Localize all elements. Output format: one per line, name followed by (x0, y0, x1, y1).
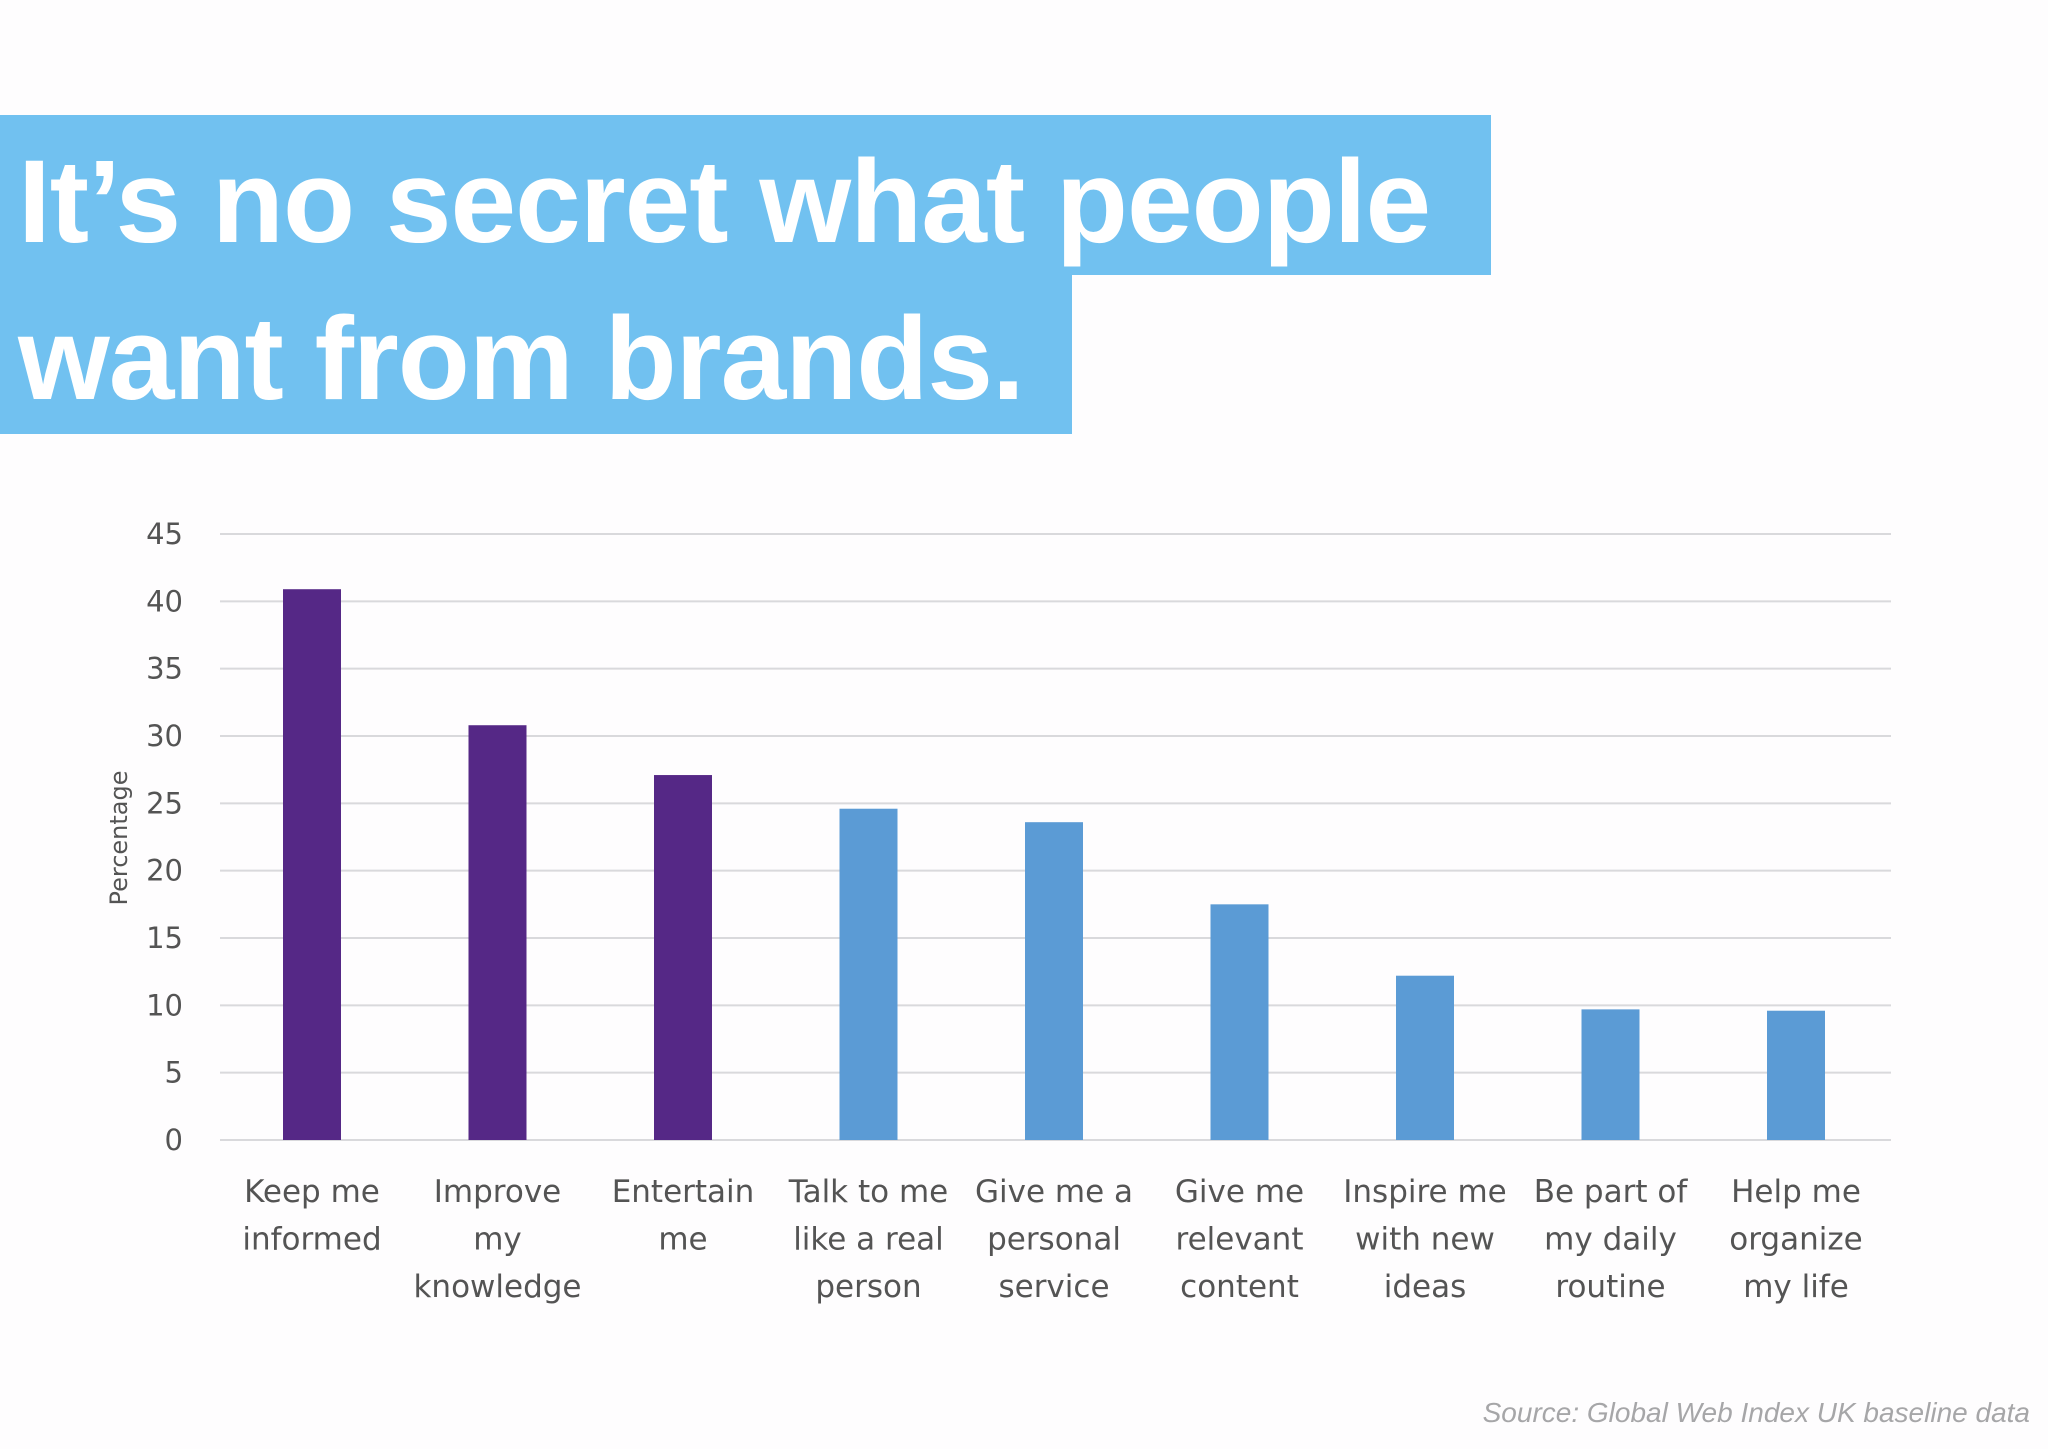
x-axis-label-line: me (658, 1222, 707, 1258)
bar (839, 808, 898, 1140)
x-axis-label-line: my (473, 1222, 522, 1258)
x-axis-label-line: Give me (1175, 1174, 1304, 1210)
bars (283, 589, 1825, 1140)
x-axis-label: Entertain me (612, 1174, 755, 1258)
x-axis-label-line: Keep me (244, 1174, 380, 1210)
x-axis-label-line: Improve (434, 1174, 561, 1210)
bar (468, 725, 527, 1140)
bar (1025, 822, 1083, 1140)
title-highlight-line-1 (0, 115, 1491, 275)
title-highlight-line-2 (0, 274, 1072, 434)
bar (1210, 904, 1269, 1140)
x-axis-label-line: content (1180, 1269, 1299, 1305)
x-axis-label: Be part of my daily routine (1534, 1174, 1689, 1305)
y-tick-label: 20 (146, 854, 183, 888)
bar (654, 775, 712, 1140)
x-axis-label: Help me organize my life (1729, 1174, 1862, 1305)
source-note: Source: Global Web Index UK baseline dat… (1482, 1397, 2030, 1428)
x-axis-label-line: informed (242, 1222, 381, 1258)
x-axis-label-line: organize (1729, 1222, 1862, 1258)
y-tick-label: 35 (146, 652, 183, 686)
x-axis-label-line: knowledge (413, 1269, 581, 1305)
bar (283, 589, 341, 1140)
x-axis-labels: Keep me informed Improve my knowledge Enterta… (242, 1174, 1862, 1305)
x-axis-label: Give me relevant content (1175, 1174, 1304, 1305)
x-axis-label-line: with new (1355, 1222, 1495, 1258)
page-title-line-1: It’s no secret what people (18, 136, 1431, 268)
x-axis-label-line: Inspire me (1343, 1174, 1507, 1210)
x-axis-label: Improve my knowledge (413, 1174, 581, 1305)
y-tick-label: 15 (146, 921, 183, 955)
y-axis-ticks: 0 5 10 15 20 25 30 35 40 45 (146, 517, 183, 1157)
y-axis-label: Percentage (105, 770, 133, 905)
x-axis-label-line: my life (1743, 1269, 1849, 1305)
y-tick-label: 5 (165, 1056, 183, 1090)
x-axis-label-line: Help me (1731, 1174, 1861, 1210)
y-tick-label: 25 (146, 786, 183, 820)
x-axis-label-line: relevant (1176, 1222, 1304, 1258)
x-axis-label-line: Entertain (612, 1174, 755, 1210)
x-axis-label-line: ideas (1384, 1269, 1467, 1305)
x-axis-label-line: service (998, 1269, 1109, 1305)
y-tick-label: 0 (165, 1123, 183, 1157)
page-title-line-2: want from brands. (18, 293, 1025, 425)
y-tick-label: 40 (146, 584, 183, 618)
bar (1767, 1010, 1825, 1140)
x-axis-label-line: routine (1555, 1269, 1665, 1305)
x-axis-label-line: person (815, 1269, 921, 1305)
x-axis-label-line: Talk to me (788, 1174, 948, 1210)
x-axis-label-line: Give me a (975, 1174, 1133, 1210)
x-axis-label: Keep me informed (242, 1174, 381, 1258)
bar (1396, 975, 1454, 1140)
x-axis-label-line: Be part of (1534, 1174, 1689, 1210)
x-axis-label-line: my daily (1544, 1222, 1677, 1258)
x-axis-label: Talk to me like a real person (788, 1174, 948, 1305)
x-axis-label-line: like a real (793, 1222, 944, 1258)
y-tick-label: 10 (146, 988, 183, 1022)
x-axis-label-line: personal (987, 1222, 1121, 1258)
x-axis-label: Inspire me with new ideas (1343, 1174, 1507, 1305)
y-tick-label: 30 (146, 719, 183, 753)
x-axis-label: Give me a personal service (975, 1174, 1133, 1305)
y-tick-label: 45 (146, 517, 183, 551)
bar (1581, 1009, 1640, 1140)
